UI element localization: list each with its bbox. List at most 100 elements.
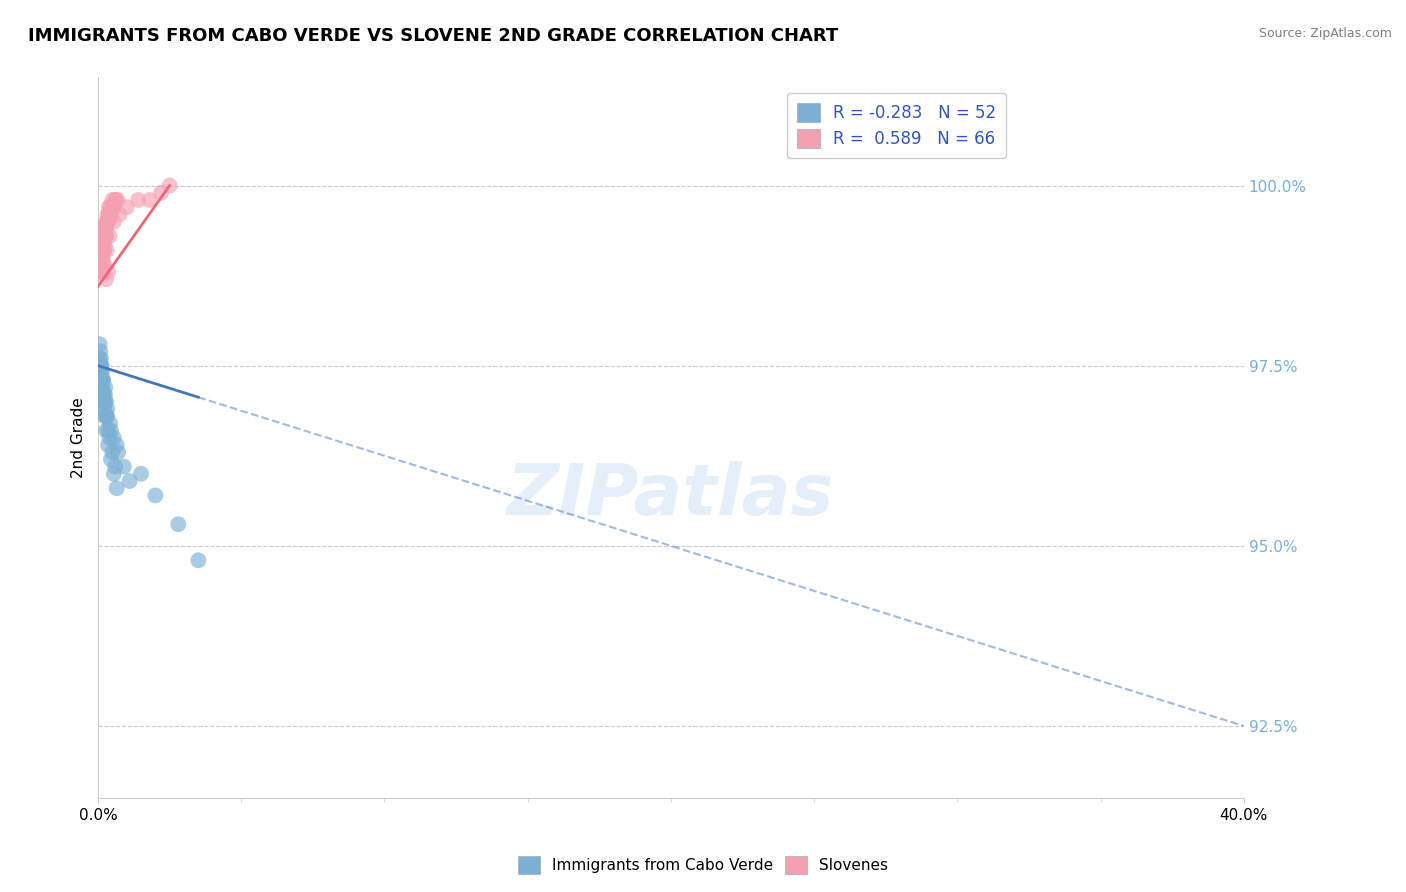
Point bbox=[108, 207, 131, 221]
Point bbox=[89, 366, 111, 380]
Point bbox=[115, 200, 138, 214]
Point bbox=[89, 229, 111, 244]
Point bbox=[98, 200, 121, 214]
Point bbox=[90, 258, 112, 272]
Point bbox=[89, 221, 111, 235]
Point bbox=[91, 373, 114, 387]
Point bbox=[91, 265, 114, 279]
Point bbox=[103, 214, 125, 228]
Point bbox=[129, 467, 152, 481]
Point bbox=[97, 207, 120, 221]
Point bbox=[98, 417, 121, 431]
Point bbox=[97, 438, 120, 452]
Point bbox=[97, 214, 120, 228]
Point bbox=[89, 344, 111, 359]
Point bbox=[98, 207, 121, 221]
Point bbox=[104, 193, 127, 207]
Point bbox=[187, 553, 209, 567]
Point bbox=[89, 244, 111, 258]
Text: ZIPatlas: ZIPatlas bbox=[508, 461, 835, 530]
Point bbox=[150, 186, 173, 200]
Point bbox=[107, 445, 129, 459]
Point bbox=[167, 517, 190, 532]
Point bbox=[100, 424, 122, 438]
Point bbox=[91, 265, 114, 279]
Point bbox=[98, 207, 121, 221]
Point bbox=[100, 207, 122, 221]
Point bbox=[90, 258, 112, 272]
Point bbox=[93, 258, 115, 272]
Text: IMMIGRANTS FROM CABO VERDE VS SLOVENE 2ND GRADE CORRELATION CHART: IMMIGRANTS FROM CABO VERDE VS SLOVENE 2N… bbox=[28, 27, 838, 45]
Point bbox=[89, 351, 111, 366]
Point bbox=[93, 236, 115, 251]
Legend: R = -0.283   N = 52, R =  0.589   N = 66: R = -0.283 N = 52, R = 0.589 N = 66 bbox=[786, 93, 1007, 158]
Point bbox=[101, 200, 124, 214]
Point bbox=[98, 431, 121, 445]
Text: Source: ZipAtlas.com: Source: ZipAtlas.com bbox=[1258, 27, 1392, 40]
Point bbox=[94, 214, 117, 228]
Point bbox=[105, 438, 128, 452]
Point bbox=[127, 193, 149, 207]
Point bbox=[94, 394, 117, 409]
Point bbox=[93, 387, 115, 401]
Point bbox=[93, 236, 115, 251]
Point bbox=[96, 409, 118, 424]
Point bbox=[105, 481, 128, 495]
Point bbox=[94, 229, 117, 244]
Point bbox=[94, 424, 117, 438]
Point bbox=[89, 380, 111, 394]
Point bbox=[91, 380, 114, 394]
Point bbox=[91, 394, 114, 409]
Point bbox=[98, 229, 121, 244]
Point bbox=[94, 387, 117, 401]
Point bbox=[89, 359, 111, 373]
Point bbox=[96, 214, 118, 228]
Point bbox=[101, 193, 124, 207]
Point bbox=[100, 452, 122, 467]
Point bbox=[90, 359, 112, 373]
Point bbox=[91, 258, 114, 272]
Point bbox=[91, 251, 114, 265]
Point bbox=[97, 214, 120, 228]
Point bbox=[118, 474, 141, 488]
Point bbox=[94, 272, 117, 286]
Point bbox=[96, 244, 118, 258]
Point bbox=[97, 265, 120, 279]
Point bbox=[90, 251, 112, 265]
Point bbox=[89, 229, 111, 244]
Point bbox=[138, 193, 160, 207]
Point bbox=[94, 380, 117, 394]
Point bbox=[89, 337, 111, 351]
Point bbox=[91, 373, 114, 387]
Legend: Immigrants from Cabo Verde, Slovenes: Immigrants from Cabo Verde, Slovenes bbox=[512, 850, 894, 880]
Point bbox=[91, 251, 114, 265]
Point bbox=[96, 409, 118, 424]
Point bbox=[159, 178, 181, 193]
Point bbox=[94, 221, 117, 235]
Point bbox=[91, 373, 114, 387]
Point bbox=[90, 366, 112, 380]
Point bbox=[90, 366, 112, 380]
Point bbox=[94, 394, 117, 409]
Point bbox=[103, 431, 125, 445]
Point bbox=[98, 207, 121, 221]
Point bbox=[89, 236, 111, 251]
Point bbox=[93, 244, 115, 258]
Y-axis label: 2nd Grade: 2nd Grade bbox=[72, 397, 86, 478]
Point bbox=[89, 251, 111, 265]
Point bbox=[103, 467, 125, 481]
Point bbox=[112, 459, 135, 474]
Point bbox=[89, 221, 111, 235]
Point bbox=[90, 236, 112, 251]
Point bbox=[97, 424, 120, 438]
Point bbox=[89, 236, 111, 251]
Point bbox=[94, 221, 117, 235]
Point bbox=[104, 193, 127, 207]
Point bbox=[89, 244, 111, 258]
Point bbox=[96, 207, 118, 221]
Point bbox=[107, 193, 129, 207]
Point bbox=[89, 251, 111, 265]
Point bbox=[96, 401, 118, 416]
Point bbox=[90, 251, 112, 265]
Point bbox=[93, 244, 115, 258]
